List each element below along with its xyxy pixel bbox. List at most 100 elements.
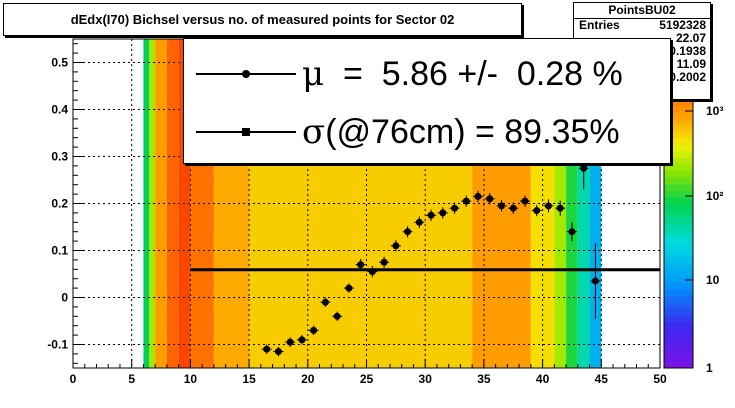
legend-marker-square-icon xyxy=(196,128,296,136)
colorbar-cell xyxy=(664,341,693,349)
legend-entry-sigma: σ(@76cm) = 89.35% xyxy=(184,107,670,157)
colorbar-cell xyxy=(664,229,693,237)
colorbar-cell xyxy=(664,164,693,172)
colorbar-cell xyxy=(664,111,693,119)
colorbar-cell xyxy=(664,203,693,211)
stats-value: 0.1938 xyxy=(669,44,706,58)
legend-sigma-text: σ(@76cm) = 89.35% xyxy=(302,107,620,157)
colorbar-cell xyxy=(664,262,693,270)
data-point xyxy=(310,326,318,334)
data-point xyxy=(404,228,412,236)
x-tick-label: 5 xyxy=(128,372,135,386)
x-tick-label: 0 xyxy=(70,372,77,386)
data-point xyxy=(568,228,576,236)
data-point xyxy=(357,261,365,269)
x-tick-label: 50 xyxy=(653,372,667,386)
x-tick-label: 30 xyxy=(419,372,433,386)
stats-value: 22.07 xyxy=(675,31,706,45)
legend: μ = 5.86 +/- 0.28 % σ(@76cm) = 89.35% xyxy=(183,38,671,164)
y-tick-label: 0.3 xyxy=(51,150,68,164)
y-tick-label: 0.2 xyxy=(51,197,68,211)
y-tick-label: 0 xyxy=(61,291,68,305)
stats-label: Entries xyxy=(579,18,620,32)
heatmap-cell xyxy=(566,39,578,368)
x-tick-label: 45 xyxy=(595,372,609,386)
stats-row-rmsy: 0.2002 xyxy=(574,71,710,84)
data-point xyxy=(462,197,470,205)
colorbar-cell xyxy=(664,98,693,106)
colorbar-cell xyxy=(664,354,693,362)
colorbar-cell xyxy=(664,328,693,336)
mu-symbol: μ xyxy=(302,54,325,94)
legend-mu-text: μ = 5.86 +/- 0.28 % xyxy=(302,49,623,99)
data-point xyxy=(321,298,329,306)
colorbar-cell xyxy=(664,275,693,283)
y-tick-label: 0.4 xyxy=(51,103,68,117)
colorbar-cell xyxy=(664,302,693,310)
stats-row-meany: 0.1938 xyxy=(574,45,710,58)
data-point xyxy=(333,312,341,320)
heatmap-cell xyxy=(155,39,167,368)
colorbar-cell xyxy=(664,335,693,343)
colorbar-cell xyxy=(664,124,693,132)
colorbar-cell xyxy=(664,183,693,191)
data-point xyxy=(474,192,482,200)
colorbar-cell xyxy=(664,315,693,323)
x-tick-label: 35 xyxy=(477,372,491,386)
colorbar-cell xyxy=(664,177,693,185)
stats-value: 5192328 xyxy=(659,18,706,32)
colorbar-cell xyxy=(664,361,693,369)
data-point xyxy=(509,204,517,212)
colorbar-cell xyxy=(664,104,693,112)
colorbar-cell xyxy=(664,348,693,356)
legend-marker-circle-icon xyxy=(196,70,296,78)
data-point xyxy=(263,345,271,353)
data-point xyxy=(580,164,588,172)
data-point xyxy=(544,202,552,210)
x-tick-label: 25 xyxy=(360,372,374,386)
stats-name: PointsBU02 xyxy=(574,3,710,19)
stats-value: 11.09 xyxy=(676,57,706,71)
data-point xyxy=(392,242,400,250)
data-point xyxy=(368,268,376,276)
colorbar-cell xyxy=(664,256,693,264)
colorbar-cell xyxy=(664,150,693,158)
data-point xyxy=(533,207,541,215)
x-tick-label: 20 xyxy=(301,372,315,386)
y-tick-label: -0.1 xyxy=(47,338,68,352)
x-tick-label: 40 xyxy=(536,372,550,386)
stats-value: 0.2002 xyxy=(669,70,706,84)
data-point xyxy=(486,195,494,203)
colorbar-cell xyxy=(664,210,693,218)
data-point xyxy=(591,277,599,285)
stats-row-mean: 22.07 xyxy=(574,32,710,45)
colorbar-cell xyxy=(664,289,693,297)
heatmap-cell xyxy=(589,39,602,368)
data-point xyxy=(427,211,435,219)
colorbar-cell xyxy=(664,269,693,277)
data-point xyxy=(521,197,529,205)
data-point xyxy=(298,336,306,344)
colorbar-cell xyxy=(664,190,693,198)
data-point xyxy=(498,202,506,210)
data-point xyxy=(345,284,353,292)
heatmap-cell xyxy=(166,39,179,368)
stats-row-entries: Entries 5192328 xyxy=(574,19,710,32)
colorbar-cell xyxy=(664,249,693,257)
x-tick-label: 10 xyxy=(184,372,198,386)
colorbar-tick-label: 10³ xyxy=(706,104,723,118)
stats-row-rms: 11.09 xyxy=(574,58,710,71)
sigma-value: (@76cm) = 89.35% xyxy=(325,113,620,151)
y-tick-label: 0.1 xyxy=(51,244,68,258)
colorbar-cell xyxy=(664,196,693,204)
colorbar-cell xyxy=(664,144,693,152)
data-point xyxy=(415,218,423,226)
data-point xyxy=(380,258,388,266)
colorbar-cell xyxy=(664,223,693,231)
colorbar-cell xyxy=(664,282,693,290)
legend-entry-mu: μ = 5.86 +/- 0.28 % xyxy=(184,49,670,99)
colorbar-tick-label: 10 xyxy=(706,273,720,287)
colorbar-cell xyxy=(664,131,693,139)
colorbar-cell xyxy=(664,295,693,303)
colorbar-cell xyxy=(664,321,693,330)
